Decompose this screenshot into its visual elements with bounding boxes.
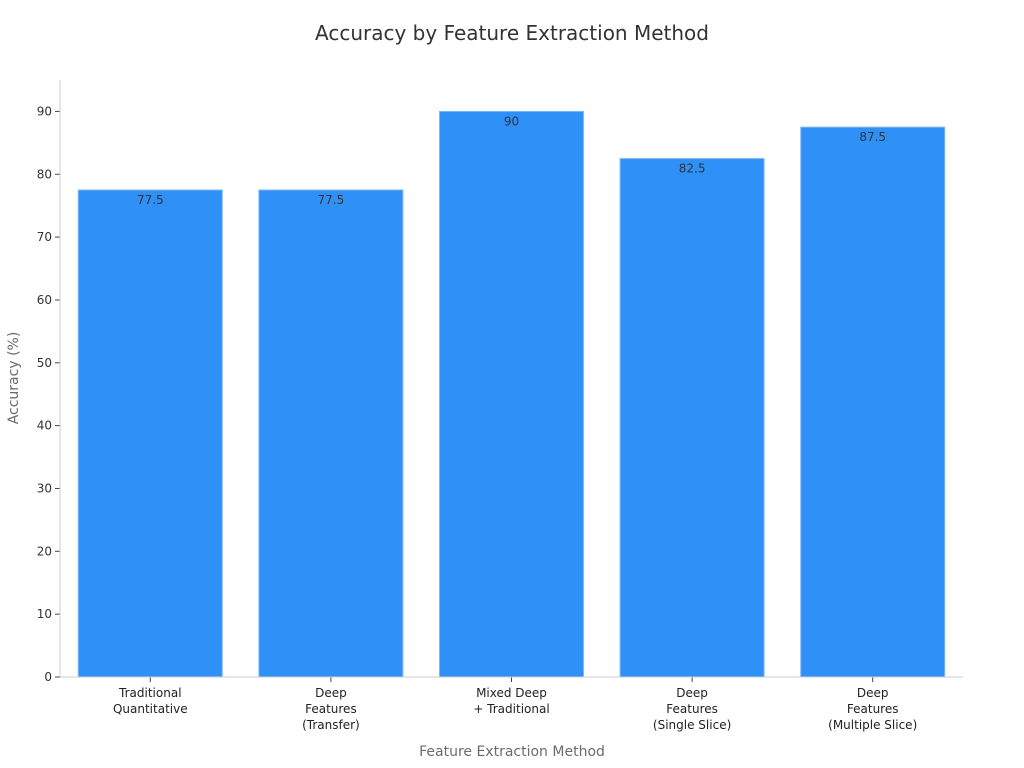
y-tick-label: 40 — [37, 419, 52, 433]
x-category-label: Traditional Quantitative — [113, 686, 188, 716]
x-category-label: Mixed Deep + Traditional — [473, 686, 549, 716]
x-category-label-line: + Traditional — [473, 702, 549, 716]
x-category-label-line: Quantitative — [113, 702, 188, 716]
y-tick-label: 30 — [37, 481, 52, 495]
y-axis-ticks: 0 10 20 30 40 50 60 70 80 90 — [37, 104, 60, 684]
x-category-label-line: (Transfer) — [302, 718, 360, 732]
y-tick-label: 50 — [37, 356, 52, 370]
bar — [439, 110, 584, 678]
bar-value-label: 77.5 — [137, 193, 164, 207]
bar-value-label: 77.5 — [318, 193, 345, 207]
bar — [619, 158, 765, 678]
y-tick-label: 10 — [37, 607, 52, 621]
x-category-label-line: (Single Slice) — [653, 718, 731, 732]
x-category-label-line: Mixed Deep — [476, 686, 547, 700]
x-category-label: Deep Features (Transfer) — [302, 686, 360, 732]
x-category-label-line: Features — [666, 702, 718, 716]
x-category-label: Deep Features (Multiple Slice) — [828, 686, 917, 732]
y-tick-label: 0 — [44, 670, 52, 684]
x-category-label-line: Traditional — [118, 686, 181, 700]
x-axis-label: Feature Extraction Method — [419, 744, 605, 760]
y-tick-label: 80 — [37, 167, 52, 181]
x-category-label-line: (Multiple Slice) — [828, 718, 917, 732]
bar-value-label: 87.5 — [859, 130, 886, 144]
bars-group — [77, 110, 946, 678]
x-axis-ticks: Traditional Quantitative Deep Features (Tran… — [113, 677, 917, 732]
x-category-label: Deep Features (Single Slice) — [653, 686, 731, 732]
y-axis-label: Accuracy (%) — [6, 332, 22, 425]
y-tick-label: 60 — [37, 293, 52, 307]
y-tick-label: 70 — [37, 230, 52, 244]
bar — [800, 126, 946, 678]
bar — [77, 189, 223, 678]
bar-value-label: 82.5 — [679, 162, 706, 176]
x-category-label-line: Deep — [857, 686, 889, 700]
bar-value-label: 90 — [504, 114, 519, 128]
x-category-label-line: Deep — [676, 686, 708, 700]
x-category-label-line: Features — [847, 702, 899, 716]
y-tick-label: 20 — [37, 544, 52, 558]
bar — [258, 189, 404, 678]
x-category-label-line: Features — [305, 702, 357, 716]
x-category-label-line: Deep — [315, 686, 347, 700]
y-tick-label: 90 — [37, 104, 52, 118]
data-labels-group: 77.5 77.5 90 82.5 87.5 — [137, 114, 886, 207]
chart-title: Accuracy by Feature Extraction Method — [315, 21, 709, 45]
